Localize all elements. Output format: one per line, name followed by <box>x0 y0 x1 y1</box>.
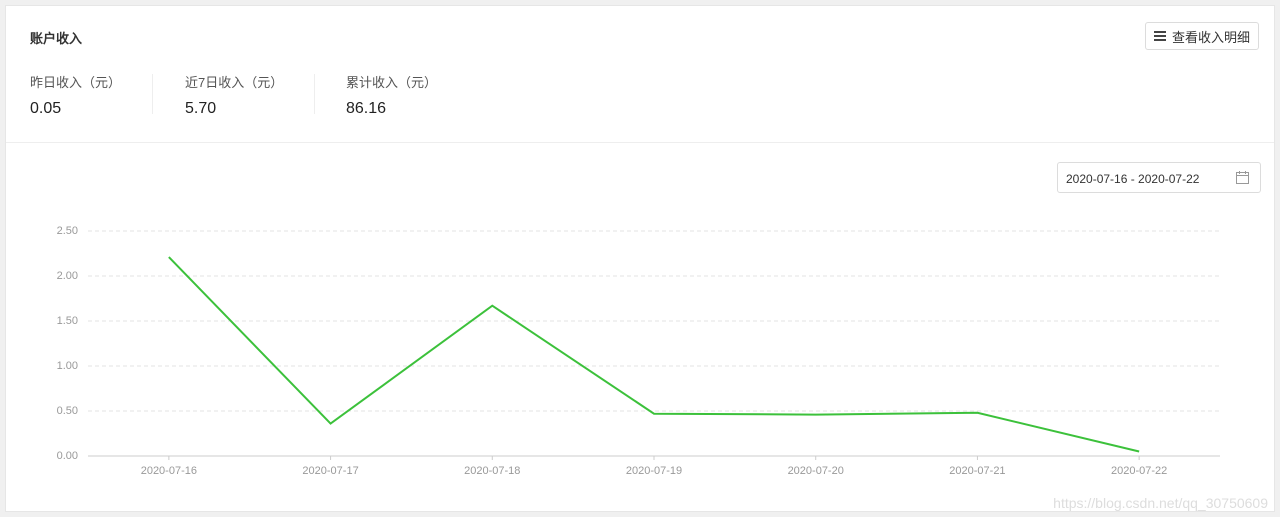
stat: 累计收入（元） 86.16 <box>346 72 437 118</box>
y-tick-label: 2.00 <box>57 270 78 282</box>
x-tick-label: 2020-07-19 <box>626 465 682 477</box>
menu-icon <box>1153 31 1166 41</box>
button-label: 查看收入明细 <box>1171 29 1250 45</box>
income-card: 账户收入 查看收入明细 昨日收入（元） 0.05 近7日收入（元） 5.70 累计收… <box>5 5 1275 512</box>
card-title: 账户收入 <box>30 31 83 46</box>
calendar-icon <box>1236 171 1249 184</box>
stat-label: 昨日收入（元） <box>30 75 122 90</box>
x-tick-label: 2020-07-20 <box>788 465 844 477</box>
stat-value: 0.05 <box>30 100 62 117</box>
x-tick-label: 2020-07-22 <box>1111 465 1167 477</box>
y-tick-label: 2.50 <box>57 225 78 237</box>
stat-value: 86.16 <box>346 100 387 117</box>
watermark: https://blog.csdn.net/qq_30750609 <box>1053 495 1268 511</box>
stat-value: 5.70 <box>185 100 217 117</box>
y-tick-label: 0.50 <box>57 405 78 417</box>
divider <box>6 142 1274 143</box>
stat: 近7日收入（元） 5.70 <box>185 72 283 118</box>
stat: 昨日收入（元） 0.05 <box>30 72 121 118</box>
x-tick-label: 2020-07-18 <box>464 465 520 477</box>
divider <box>314 74 315 114</box>
detail-button[interactable]: 查看收入明细 <box>1145 22 1259 50</box>
stat-label: 近7日收入（元） <box>185 75 284 90</box>
y-tick-label: 1.50 <box>57 315 78 327</box>
date-picker[interactable]: 2020-07-16 - 2020-07-22 <box>1057 162 1261 193</box>
x-tick-label: 2020-07-16 <box>141 465 197 477</box>
divider <box>152 74 153 114</box>
x-tick-label: 2020-07-17 <box>302 465 358 477</box>
y-tick-label: 1.00 <box>57 360 78 372</box>
stat-label: 累计收入（元） <box>346 75 438 90</box>
date-range: 2020-07-16 - 2020-07-22 <box>1066 172 1200 186</box>
y-tick-label: 0.00 <box>57 450 78 462</box>
x-tick-label: 2020-07-21 <box>949 465 1005 477</box>
data-line <box>168 256 1140 453</box>
